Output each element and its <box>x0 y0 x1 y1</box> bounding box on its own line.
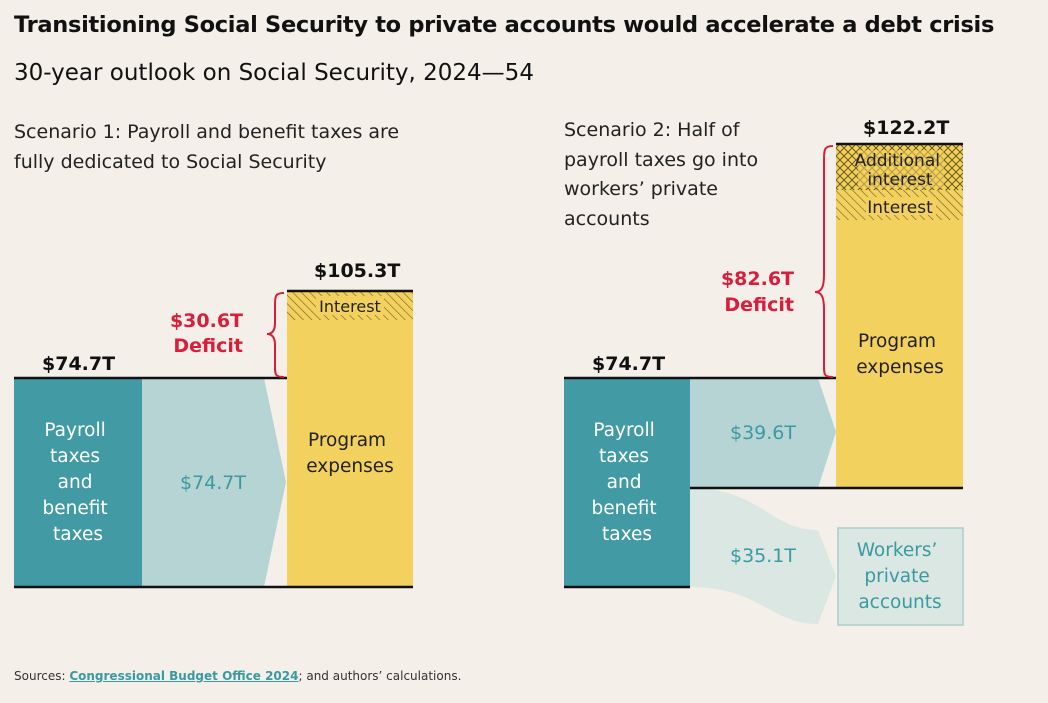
s1-interest-label-bg <box>316 296 384 315</box>
s2-private-accounts-box <box>837 527 964 626</box>
s2-interest-label-bg <box>866 197 936 215</box>
cbo-source-link[interactable]: Congressional Budget Office 2024 <box>69 669 299 683</box>
s2-flow-to-private-value: $35.1T <box>730 545 796 567</box>
s1-revenue-block <box>14 378 142 587</box>
s1-revenue-total: $74.7T <box>42 353 115 375</box>
s2-flow-to-program-value: $39.6T <box>730 422 796 444</box>
scenario1-diagram: $74.7T $105.3T Interest $30.6T Deficit $… <box>14 260 413 589</box>
s1-deficit-label: Deficit <box>173 335 243 357</box>
s2-revenue-text: Payroll taxes and benefit taxes <box>591 420 662 545</box>
s2-deficit-value: $82.6T <box>721 268 794 290</box>
s1-interest-label: Interest <box>319 297 381 316</box>
s1-deficit-value: $30.6T <box>170 310 243 332</box>
scenario2-label: Scenario 2: Half of payroll taxes go int… <box>564 119 759 230</box>
s2-private-accounts-text: Workers’ private accounts <box>857 540 944 613</box>
scenario2-diagram: $74.7T $122.2T Additional interest Inter… <box>564 117 964 626</box>
chart-subtitle: 30-year outlook on Social Security, 2024… <box>14 60 534 86</box>
s2-program-text: Program expenses <box>856 331 944 378</box>
s2-flow-to-program <box>690 378 836 488</box>
s1-program-block <box>287 291 413 587</box>
s1-program-text: Program expenses <box>306 430 394 477</box>
s2-deficit-label: Deficit <box>724 294 794 316</box>
s1-revenue-text: Payroll taxes and benefit taxes <box>42 420 113 545</box>
footer-suffix: ; and authors’ calculations. <box>298 669 462 683</box>
s1-flow-value: $74.7T <box>180 472 246 494</box>
sources-footer: Sources: Congressional Budget Office 202… <box>14 669 461 683</box>
s1-deficit-brace <box>266 292 285 378</box>
s2-additional-interest-text: Additional interest <box>855 151 946 190</box>
s2-revenue-total: $74.7T <box>592 353 665 375</box>
s2-additional-interest-label-bg <box>858 150 944 188</box>
s2-interest-label: Interest <box>867 198 933 218</box>
s2-revenue-block <box>564 378 690 587</box>
s1-flow-arrow <box>142 378 286 587</box>
s2-deficit-brace <box>814 145 834 378</box>
scenario1-label: Scenario 1: Payroll and benefit taxes ar… <box>14 121 400 173</box>
s1-expense-total: $105.3T <box>314 260 400 282</box>
footer-prefix: Sources: <box>14 669 70 683</box>
chart-title: Transitioning Social Security to private… <box>14 12 995 38</box>
s2-expense-total: $122.2T <box>863 117 949 139</box>
s2-flow-to-private <box>690 488 836 624</box>
